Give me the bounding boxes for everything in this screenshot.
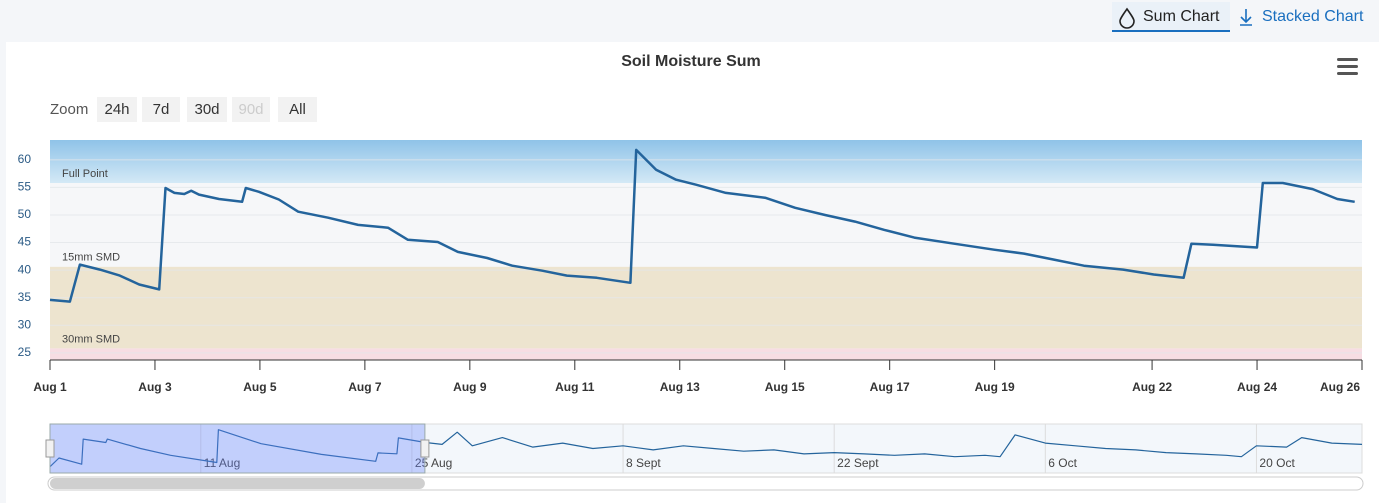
navigator-tick-label: 25 Aug [415,456,452,470]
navigator-tick-label: 22 Sept [837,456,879,470]
zoom-button-label: 90d [238,101,263,118]
stacked-chart-tab[interactable]: Stacked Chart [1240,8,1364,26]
plot-band [50,183,1362,267]
zoom-button[interactable]: 7d [142,97,180,122]
menu-bar [1337,72,1358,75]
plot-band [50,348,1362,360]
zoom-button-label: 30d [194,101,219,118]
plot-band [50,266,1362,349]
zoom-button-bg [278,97,317,122]
zoom-button-label: 7d [153,101,170,118]
drop-icon [1119,7,1135,29]
x-tick-label: Aug 1 [33,380,67,394]
x-tick-label: Aug 22 [1132,380,1172,394]
navigator-tick-label: 6 Oct [1048,456,1077,470]
navigator-tick-label: 8 Sept [626,456,661,470]
x-tick-label: Aug 17 [870,380,910,394]
plot-band-label: Full Point [62,168,108,180]
navigator-selection[interactable] [49,423,426,474]
y-tick-label: 50 [18,207,32,221]
zoom-label: Zoom [50,101,88,118]
plot-band-label: 30mm SMD [62,333,120,345]
scrollbar-thumb[interactable] [50,478,425,489]
navigator-handle[interactable] [45,439,55,458]
zoom-button-bg [187,97,227,122]
navigator: 11 Aug 25 Aug 8 Sept 22 Sept 6 Oct 20 Oct [45,423,1364,491]
tab-label: Sum Chart [1143,8,1220,25]
zoom-button-label: All [289,101,306,118]
navigator-tick-label: 20 Oct [1259,456,1295,470]
plot-band [50,140,1362,184]
x-tick-label: Aug 5 [243,380,277,394]
y-tick-label: 30 [18,317,32,331]
zoom-buttons: 24h 7d 30d 90d All [97,97,317,122]
menu-bar [1337,65,1358,68]
navigator-handle[interactable] [420,439,430,458]
x-tick-label: Aug 19 [975,380,1015,394]
line-series [49,429,1363,468]
plot: Full Point 15mm SMD 30mm SMD 25 30 35 40 45 50 55… [18,140,1363,394]
zoom-button[interactable]: All [278,97,317,122]
y-tick-label: 35 [18,290,32,304]
zoom-button-bg [142,97,180,122]
x-tick-label: Aug 15 [765,380,805,394]
menu-bar [1337,58,1358,61]
navigator-bg [49,423,1363,474]
zoom-button-bg [232,97,270,122]
x-tick-label: Aug 11 [555,380,595,394]
tab-label: Stacked Chart [1262,8,1364,25]
y-tick-label: 55 [18,180,32,194]
zoom-button[interactable]: 30d [187,97,227,122]
plot-band-label: 15mm SMD [62,252,120,264]
x-tick-label: Aug 7 [348,380,382,394]
y-tick-label: 25 [18,345,32,359]
y-tick-label: 45 [18,235,32,249]
line-series [49,148,1355,303]
chart-title: Soil Moisture Sum [621,53,761,70]
x-tick-label: Aug 3 [138,380,172,394]
y-tick-label: 60 [18,152,32,166]
zoom-button-bg [97,97,137,122]
zoom-button: 90d [232,97,270,122]
sum-chart-tab[interactable]: Sum Chart [1112,2,1230,32]
zoom-button-label: 24h [104,101,129,118]
x-tick-label: Aug 24 [1237,380,1277,394]
menu-button[interactable] [1337,58,1358,75]
x-tick-label: Aug 26 [1320,380,1360,394]
zoom-button[interactable]: 24h [97,97,137,122]
navigator-tick-label: 11 Aug [204,456,240,470]
x-tick-label: Aug 9 [453,380,487,394]
download-icon [1240,9,1252,26]
x-tick-label: Aug 13 [660,380,700,394]
y-tick-label: 40 [18,262,32,276]
